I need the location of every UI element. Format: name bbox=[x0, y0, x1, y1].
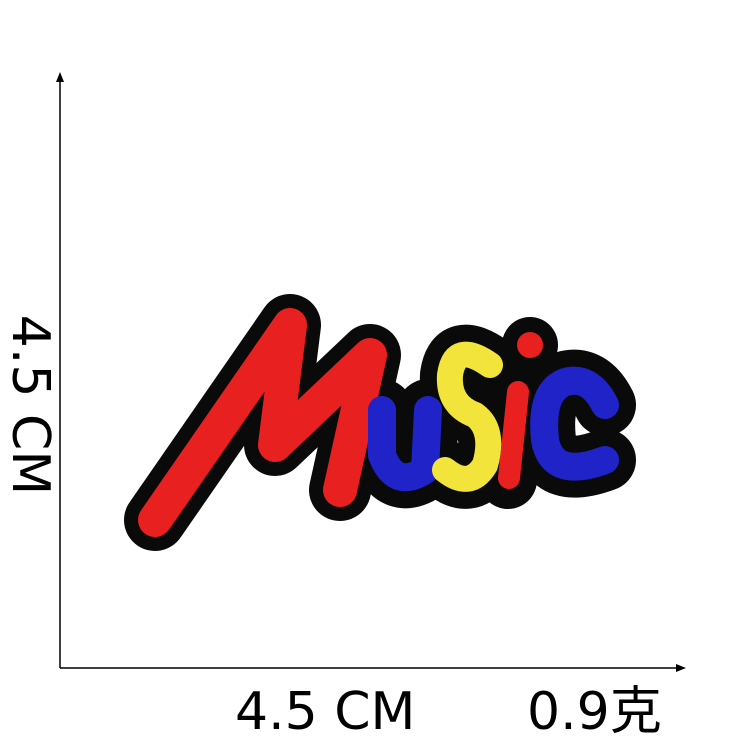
horizontal-axis-arrow-icon bbox=[676, 664, 686, 672]
letter-m bbox=[138, 308, 387, 537]
vertical-axis-arrow-icon bbox=[56, 72, 64, 82]
letter-s bbox=[432, 341, 503, 492]
letter-u bbox=[368, 396, 442, 492]
width-dimension-label: 4.5 CM bbox=[235, 682, 416, 742]
letter-i-stem bbox=[498, 381, 529, 489]
axes bbox=[56, 72, 686, 672]
music-patch bbox=[124, 294, 636, 551]
weight-label: 0.9克 bbox=[527, 682, 662, 742]
letter-i-dot bbox=[517, 332, 543, 358]
height-dimension-label: 4.5 CM bbox=[0, 314, 60, 496]
letter-c bbox=[530, 366, 619, 481]
